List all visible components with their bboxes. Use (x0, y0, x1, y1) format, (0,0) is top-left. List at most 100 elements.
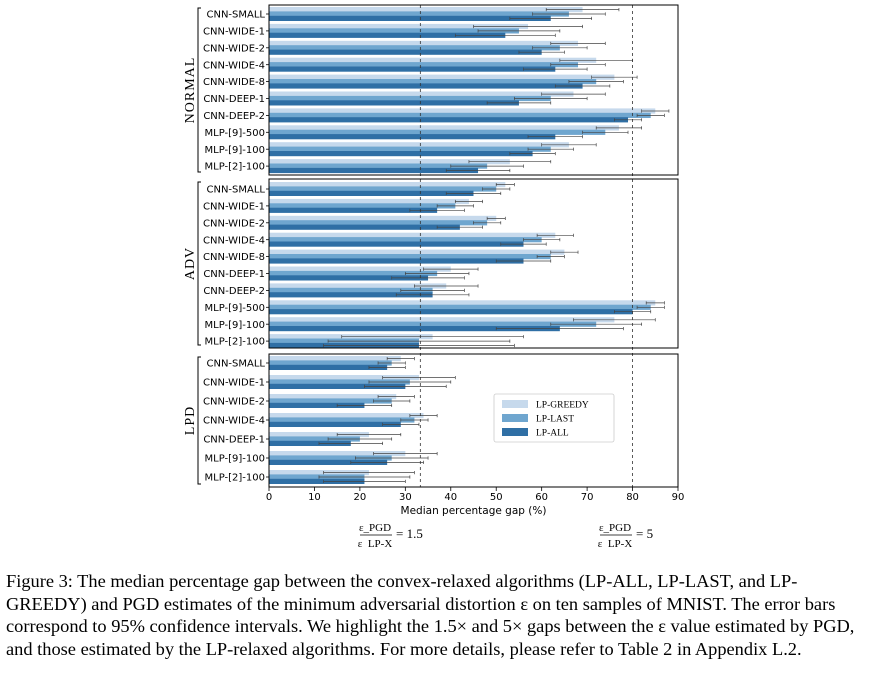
bar-lp-last (269, 436, 360, 442)
bar-lp-all (269, 258, 524, 264)
category-label: MLP-[9]-500 (205, 128, 265, 139)
bar-lp-all (269, 326, 560, 332)
bar-lp-last (269, 321, 597, 327)
bar-lp-greedy (269, 266, 451, 272)
bar-lp-last (269, 304, 651, 310)
category-label: MLP-[9]-100 (205, 320, 265, 331)
category-label: MLP-[2]-100 (205, 473, 265, 484)
bar-lp-all (269, 15, 551, 21)
bar-lp-all (269, 241, 524, 247)
median-gap-chart: NORMAL ADV LPD CNN-SMALL CNN-WIDE-1 CNN-WIDE… (183, 4, 685, 548)
bar-lp-last (269, 220, 488, 226)
bar-lp-greedy (269, 232, 556, 238)
x-tick-label: 40 (444, 492, 457, 503)
bar-lp-all (269, 383, 406, 389)
reference-value: = 1.5 (396, 526, 423, 541)
bar-lp-last (269, 45, 560, 51)
bar-lp-greedy (269, 57, 597, 63)
category-label: CNN-SMALL (206, 185, 265, 196)
x-tick-label: 30 (399, 492, 412, 503)
legend-swatch (502, 428, 528, 436)
bar-lp-last (269, 163, 488, 169)
panel-bracket (197, 7, 201, 173)
bar-lp-all (269, 364, 388, 370)
x-tick-label: 90 (672, 492, 685, 503)
bar-lp-last (269, 112, 651, 118)
category-label: CNN-WIDE-1 (203, 202, 265, 213)
reference-lines (419, 5, 633, 487)
panel-title: LPD (183, 406, 198, 435)
x-tick-label: 60 (535, 492, 548, 503)
error-bar-layer (318, 8, 670, 483)
category-label: CNN-WIDE-4 (203, 60, 265, 71)
panel-frame-lpd (268, 353, 679, 488)
category-label: CNN-DEEP-2 (203, 111, 265, 122)
panel-title: NORMAL (183, 57, 198, 124)
reference-numerator: ε_PGD (599, 522, 631, 534)
bar-lp-greedy (269, 317, 615, 323)
bar-lp-all (269, 402, 365, 408)
bar-lp-last (269, 455, 392, 461)
bar-lp-last (269, 79, 597, 85)
bar-lp-all (269, 66, 556, 72)
category-label: CNN-DEEP-1 (203, 269, 265, 280)
category-label: MLP-[2]-100 (205, 162, 265, 173)
panel-title: ADV (183, 247, 198, 280)
bar-lp-greedy (269, 300, 656, 306)
bar-lp-greedy (269, 159, 510, 165)
x-tick-label: 80 (626, 492, 639, 503)
legend: LP-GREEDY LP-LAST LP-ALL (493, 393, 615, 443)
reference-denominator: ε_LP-X (358, 538, 393, 548)
bar-lp-last (269, 287, 433, 293)
category-label: CNN-WIDE-2 (203, 218, 265, 229)
category-label: MLP-[2]-100 (205, 337, 265, 348)
x-axis: 0 10 20 30 40 50 60 70 80 90 (266, 487, 685, 503)
bar-lp-greedy (269, 356, 401, 362)
reference-value: = 5 (636, 526, 653, 541)
x-tick-label: 70 (581, 492, 594, 503)
bar-lp-all (269, 309, 633, 315)
category-label: CNN-DEEP-1 (203, 94, 265, 105)
category-label: MLP-[9]-100 (205, 454, 265, 465)
bar-lp-greedy (269, 249, 565, 255)
bar-lp-last (269, 398, 392, 404)
bar-lp-last (269, 379, 410, 385)
bar-lp-greedy (269, 432, 369, 438)
category-label: CNN-WIDE-4 (203, 235, 265, 246)
bar-lp-last (269, 237, 542, 243)
category-labels: CNN-SMALL CNN-WIDE-1 CNN-WIDE-2 CNN-WIDE-4 C… (203, 10, 269, 484)
legend-label: LP-GREEDY (536, 401, 589, 411)
bar-lp-last (269, 270, 438, 277)
category-label: CNN-WIDE-8 (203, 77, 265, 88)
bar-lp-greedy (269, 394, 397, 400)
category-label: CNN-WIDE-2 (203, 43, 265, 54)
bar-lp-greedy (269, 125, 619, 131)
bar-lp-greedy (269, 198, 469, 205)
bar-lp-all (269, 134, 556, 140)
bar-lp-greedy (269, 7, 583, 13)
panel-bracket (197, 356, 201, 485)
bar-lp-all (269, 100, 519, 106)
bar-lp-greedy (269, 108, 656, 114)
category-label: CNN-SMALL (206, 359, 265, 370)
bar-lp-last (269, 146, 551, 152)
panel-frame-adv (268, 178, 679, 349)
bar-lp-last (269, 95, 551, 102)
reference-numerator: ε_PGD (359, 522, 391, 534)
x-tick-label: 20 (354, 492, 367, 503)
bar-lp-last (269, 11, 569, 17)
bar-lp-all (269, 151, 533, 157)
x-axis-label: Median percentage gap (%) (401, 505, 547, 517)
category-label: CNN-WIDE-8 (203, 252, 265, 263)
caption-text: Figure 3: The median percentage gap betw… (6, 571, 855, 659)
bar-lp-all (269, 167, 479, 174)
bar-lp-last (269, 28, 519, 34)
bar-lp-all (269, 275, 429, 281)
bar-lp-greedy (269, 142, 569, 148)
bar-lp-last (269, 62, 579, 68)
bar-lp-all (269, 32, 506, 38)
bar-lp-all (269, 478, 365, 484)
figure-caption: Figure 3: The median percentage gap betw… (6, 570, 866, 660)
bar-lp-greedy (269, 23, 529, 30)
